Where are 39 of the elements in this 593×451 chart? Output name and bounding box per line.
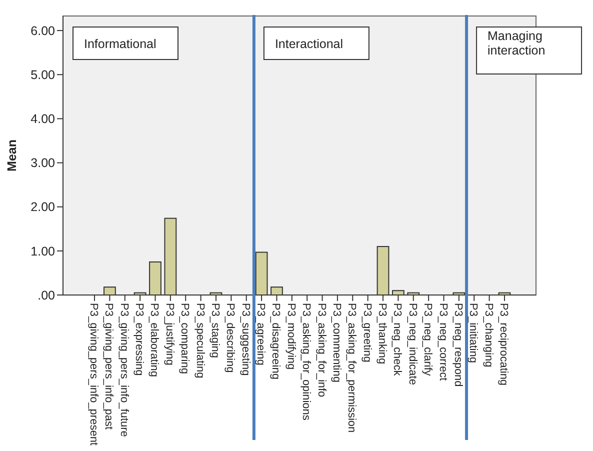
- y-tick-label: 5.00: [30, 68, 56, 82]
- y-tick-label: 4.00: [30, 112, 56, 126]
- annotation: Interactional: [274, 37, 344, 51]
- x-tick-label: P3_disagreeing: [270, 303, 282, 380]
- x-tick-label: P3_asking_for_info: [315, 303, 328, 398]
- x-tick-label: P3_expressing: [133, 303, 146, 376]
- x-tick-label: P3_asking_for_opinions: [300, 303, 312, 421]
- y-tick-label: 1.00: [30, 244, 56, 258]
- x-tick-label: P3_initiating: [467, 303, 480, 363]
- x-tick-label: P3_neg_respond: [452, 303, 464, 387]
- x-tick-label: P3_modifying: [284, 303, 297, 370]
- annotation: Managing interaction: [488, 29, 546, 58]
- x-tick-label: P3_thanking: [376, 303, 388, 364]
- y-axis-title: Mean: [5, 140, 19, 172]
- x-tick-label: P3_neg_indicate: [406, 303, 418, 385]
- x-tick-label: P3_staging: [208, 303, 221, 358]
- x-tick-label: P3_describing: [224, 303, 236, 373]
- x-tick-label: P3_agreeing: [254, 303, 267, 366]
- x-tick-label: P3_giving_pers_info_past: [102, 303, 115, 430]
- y-tick-label: .00: [38, 288, 56, 302]
- x-tick-label: P3_commenting: [330, 303, 342, 382]
- x-tick-label: P3_elaborating: [148, 303, 160, 378]
- x-tick-label: P3_justifying: [163, 303, 176, 366]
- x-tick-label: P3_comparing: [178, 303, 191, 374]
- x-tick-label: P3_speculating: [194, 303, 206, 378]
- x-tick-label: P3_suggesting: [239, 303, 252, 376]
- x-tick-label: P3_asking_for_permission: [346, 303, 358, 433]
- annotation: Informational: [84, 37, 156, 51]
- x-tick-label: P3_changing: [482, 303, 494, 368]
- x-tick-label: P3_neg_clarify: [422, 303, 434, 376]
- x-tick-label: P3_giving_pers_info_future: [118, 303, 130, 437]
- x-tick-label: P3_giving_pers_info_present: [88, 303, 100, 446]
- y-tick-label: 2.00: [30, 200, 56, 214]
- x-tick-label: P3_neg_check: [391, 303, 404, 376]
- y-tick-label: 6.00: [30, 24, 56, 38]
- x-tick-label: P3_greeting: [360, 303, 373, 362]
- x-tick-label: P3_reciprocating: [497, 303, 510, 386]
- y-tick-label: 3.00: [30, 156, 56, 170]
- x-tick-label: P3_neg_correct: [436, 303, 449, 381]
